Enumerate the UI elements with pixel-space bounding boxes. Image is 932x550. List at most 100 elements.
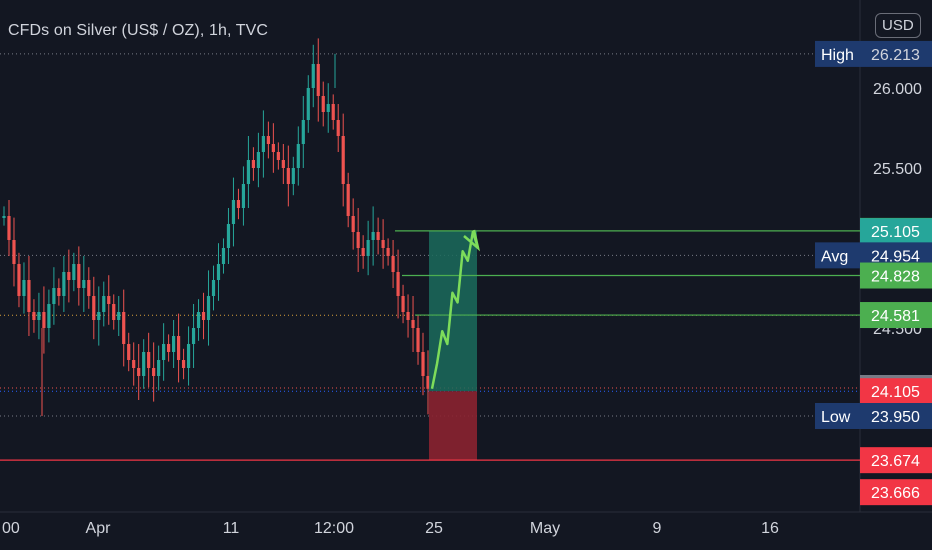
candle-body — [226, 224, 231, 248]
x-tick-label: Apr — [86, 520, 112, 537]
candle-body — [102, 296, 106, 312]
candle-body — [7, 216, 11, 240]
candle-body — [231, 200, 236, 224]
candle-body — [132, 360, 136, 368]
candle-body — [286, 168, 290, 184]
candle-body — [426, 376, 430, 389]
candle-body — [266, 136, 270, 144]
high-badge — [860, 40, 932, 67]
candle-body — [401, 296, 405, 312]
low-badge-tag — [815, 403, 860, 429]
stop2-badge — [860, 479, 932, 506]
candle-body — [326, 104, 330, 112]
candle-body — [97, 312, 101, 320]
candle-body — [406, 312, 410, 320]
candle-body — [82, 280, 86, 288]
high-badge-value: 26.213 — [871, 47, 920, 64]
candle-body — [291, 168, 295, 184]
stop1-badge-value: 23.674 — [871, 453, 920, 470]
candle-body — [191, 328, 196, 344]
x-tick-label: 12:00 — [314, 520, 354, 537]
candle-body — [281, 160, 285, 168]
candle-body — [371, 232, 375, 240]
candle-body — [67, 272, 71, 280]
candle-body — [306, 88, 310, 120]
candle-body — [22, 280, 26, 296]
candle-body — [421, 352, 425, 376]
candle-body — [47, 304, 51, 328]
candle-body — [162, 344, 166, 360]
candle-body — [87, 280, 91, 296]
candle-body — [57, 288, 61, 296]
candle-body — [221, 248, 226, 264]
candle-body — [17, 264, 21, 296]
candle-body — [181, 360, 186, 368]
current-price-badge — [860, 378, 932, 405]
candle-body — [396, 272, 400, 296]
x-tick-label: 9 — [653, 520, 662, 537]
candle-body — [356, 232, 360, 248]
candle-body — [152, 368, 156, 376]
candle-body — [77, 264, 81, 288]
candle-body — [112, 304, 116, 320]
candle-body — [42, 312, 46, 328]
x-tick-label: 25 — [425, 520, 443, 537]
candle-body — [321, 96, 325, 112]
currency-selector[interactable]: USD — [875, 13, 921, 38]
stop2-badge-value: 23.666 — [871, 485, 920, 502]
candle-body — [261, 136, 265, 152]
candle-body — [386, 248, 390, 256]
candle-body — [346, 184, 350, 216]
candle-body — [167, 344, 171, 352]
candle-body — [186, 344, 191, 368]
candle-body — [27, 280, 31, 312]
avg-badge-tag — [815, 242, 860, 269]
candle-body — [211, 280, 216, 296]
candle-body — [117, 312, 121, 320]
candle-body — [206, 296, 211, 320]
candle-body — [316, 64, 320, 96]
candle-body — [411, 320, 415, 328]
avg-badge-tag-label: Avg — [821, 248, 848, 265]
candle-body — [107, 296, 111, 304]
candle-body — [251, 160, 256, 168]
current-price-badge-value: 24.105 — [871, 384, 920, 401]
candle-body — [381, 240, 385, 248]
candle-body — [256, 152, 260, 168]
candle-body — [361, 248, 365, 256]
candle-body — [271, 144, 275, 152]
x-tick-label: 00 — [2, 520, 20, 537]
candle-body — [311, 64, 315, 88]
candle-body — [196, 312, 201, 328]
avg-badge-value: 24.954 — [871, 248, 920, 265]
candle-body — [301, 120, 305, 144]
candle-body — [416, 328, 420, 352]
stop1-badge — [860, 447, 932, 474]
candle-body — [276, 152, 280, 160]
candle-body — [127, 344, 131, 360]
candle-body — [2, 216, 6, 218]
candle-body — [296, 144, 300, 168]
candle-body — [12, 240, 16, 264]
candle-body — [32, 312, 36, 320]
candle-body — [62, 272, 66, 296]
candle-body — [236, 200, 241, 208]
candle-body — [336, 120, 340, 136]
candle-body — [351, 216, 355, 232]
candle-body — [142, 352, 146, 376]
tp1-badge-value: 24.581 — [871, 308, 920, 325]
candle-body — [37, 312, 41, 320]
low-badge-value: 23.950 — [871, 409, 920, 426]
last-badge — [860, 218, 932, 245]
candle-body — [216, 264, 221, 280]
candle-body — [92, 296, 96, 320]
low-badge — [860, 403, 932, 429]
tp2-badge-value: 24.828 — [871, 269, 920, 286]
candle-body — [122, 312, 126, 344]
candle-body — [157, 360, 161, 376]
x-tick-label: May — [530, 520, 560, 537]
x-tick-label: 11 — [223, 520, 240, 537]
x-tick-label: 16 — [761, 520, 779, 537]
candle-body — [72, 264, 76, 280]
